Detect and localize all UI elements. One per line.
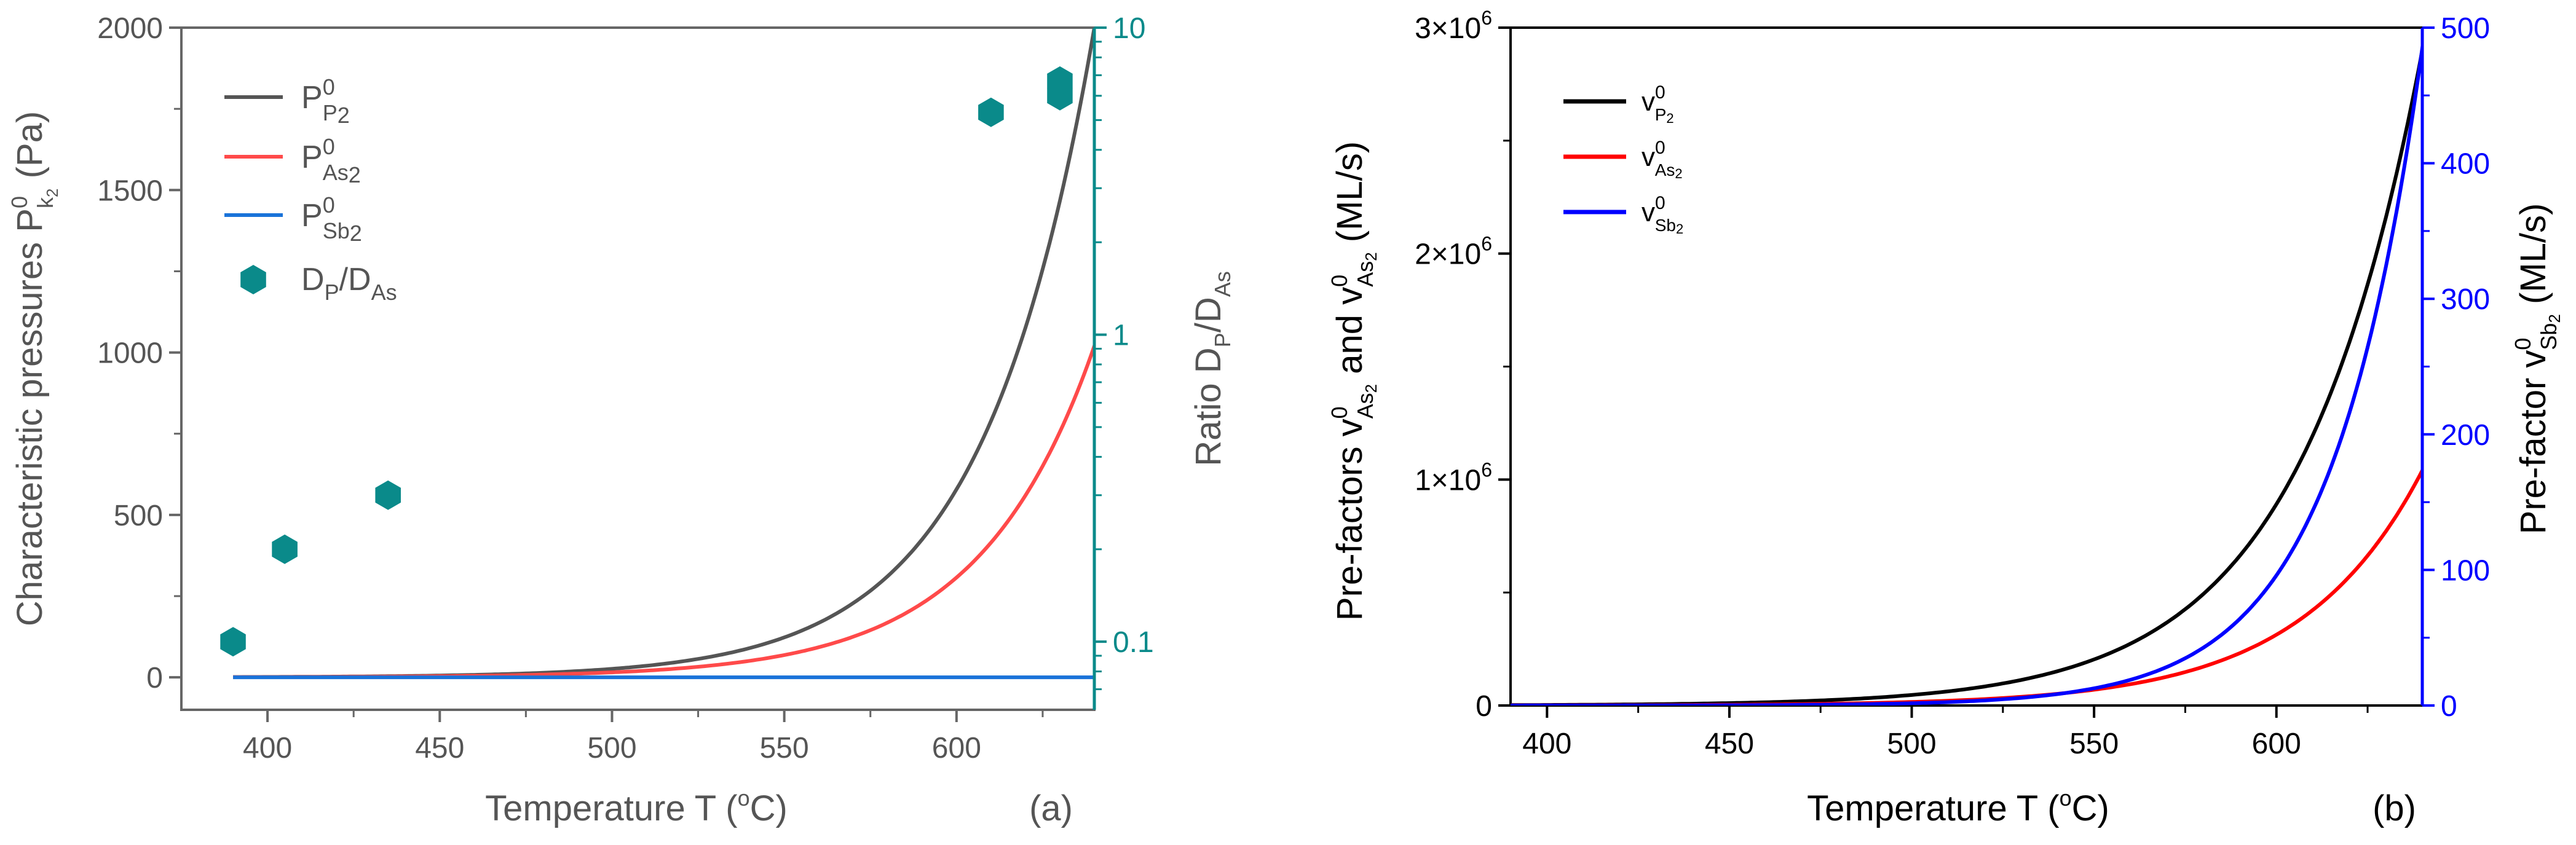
series-line-pp2 — [233, 28, 1094, 679]
y-tick-label: 0 — [146, 662, 163, 694]
legend-a: P0 P2 P0 As2 P0 Sb2 DP/DAs — [224, 74, 397, 305]
x-tick-label: 500 — [1887, 728, 1936, 760]
x-ticks-b: 400 450 500 550 600 — [1522, 705, 2369, 760]
y-tick-label: 2×106 — [1415, 233, 1492, 271]
y-tick-label: 1500 — [97, 175, 163, 207]
legend-label-pp2: P0 P2 — [301, 74, 350, 128]
y-tick-label: 500 — [114, 500, 163, 532]
x-tick-label: 500 — [587, 732, 636, 764]
legend-marker-ratio — [240, 265, 266, 294]
legend-label-pas2: P0 As2 — [301, 134, 361, 187]
scatter-points-a — [220, 66, 1073, 657]
x-axis-label-b: Temperature T (oC) — [1807, 785, 2109, 828]
x-tick-label: 550 — [2069, 728, 2119, 760]
plot-frame-b — [1509, 26, 2424, 707]
y-tick-label: 2000 — [97, 12, 163, 45]
y-axis-label-right-b: Pre-factor v0Sb2 (ML/s) — [2510, 203, 2564, 535]
series-line-pas2 — [233, 340, 1094, 679]
panel-b: 400 450 500 550 600 0 1×106 2×106 3×106 0 100 200… — [1327, 7, 2564, 828]
y-tick-label: 1×106 — [1415, 458, 1492, 497]
scatter-point — [375, 480, 401, 510]
y-tick-label: 3×106 — [1415, 7, 1492, 45]
x-tick-label: 600 — [2252, 728, 2301, 760]
x-tick-label: 450 — [415, 732, 464, 764]
legend-label-vp2: v0 P2 — [1642, 82, 1674, 126]
y-right-tick-label: 1 — [1113, 320, 1129, 352]
y-right-ticks-a: 0.1 1 10 — [1094, 12, 1154, 691]
legend-label-ratio: DP/DAs — [301, 262, 397, 305]
scatter-point — [272, 534, 298, 564]
y-right-tick-label: 500 — [2441, 12, 2490, 45]
y-right-tick-label: 0.1 — [1113, 626, 1154, 659]
y-right-tick-label: 400 — [2441, 148, 2490, 181]
y-right-tick-label: 10 — [1113, 12, 1145, 45]
x-ticks-a: 400 450 500 550 600 — [243, 710, 1044, 764]
series-line-vsb2 — [1511, 34, 2422, 705]
y-right-tick-label: 0 — [2441, 690, 2457, 723]
legend-label-vas2: v0 As2 — [1642, 138, 1683, 181]
y-right-tick-label: 100 — [2441, 554, 2490, 587]
y-left-ticks-a: 0 500 1000 1500 2000 — [97, 12, 181, 694]
series-line-vas2 — [1511, 466, 2422, 705]
x-tick-label: 450 — [1705, 728, 1754, 760]
x-axis-label-a: Temperature T (oC) — [485, 785, 788, 828]
y-tick-label: 0 — [1476, 690, 1492, 723]
plot-frame-a — [180, 26, 1096, 711]
x-tick-label: 600 — [932, 732, 981, 764]
y-right-ticks-b: 0 100 200 300 400 500 — [2422, 12, 2490, 723]
y-axis-label-right-a: Ratio DP/DAs — [1188, 271, 1235, 466]
y-tick-label: 1000 — [97, 337, 163, 370]
legend-label-psb2: P0 Sb2 — [301, 192, 362, 246]
scatter-point — [1047, 66, 1073, 96]
curves-b — [1511, 34, 2422, 705]
y-right-tick-label: 200 — [2441, 419, 2490, 452]
panel-label-a: (a) — [1029, 788, 1073, 828]
y-axis-label-left-a: Characteristic pressures P0k2 (Pa) — [7, 111, 61, 626]
curves-a — [233, 28, 1094, 680]
x-tick-label: 550 — [760, 732, 809, 764]
panel-label-b: (b) — [2373, 788, 2416, 828]
y-left-ticks-b: 0 1×106 2×106 3×106 — [1415, 7, 1511, 723]
scatter-point — [978, 97, 1004, 127]
y-right-tick-label: 300 — [2441, 283, 2490, 316]
x-tick-label: 400 — [1522, 728, 1571, 760]
x-tick-label: 400 — [243, 732, 292, 764]
legend-b: v0 P2 v0 As2 v0 Sb2 — [1563, 82, 1683, 237]
y-axis-label-left-b: Pre-factors v0As2 and v0As2 (ML/s) — [1327, 141, 1380, 621]
legend-label-vsb2: v0 Sb2 — [1642, 193, 1683, 237]
scatter-point — [220, 627, 246, 657]
